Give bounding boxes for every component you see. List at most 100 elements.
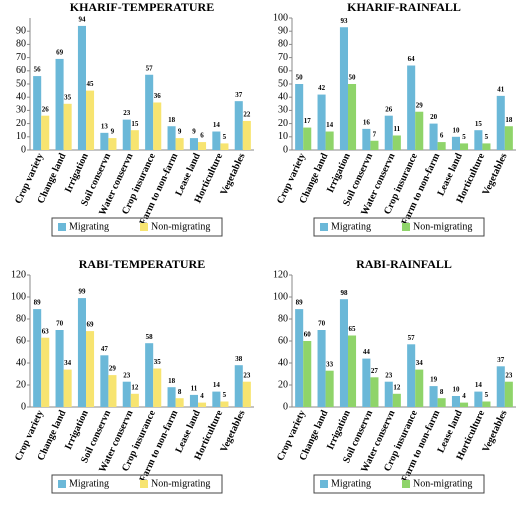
legend-label: Non-migrating [413, 478, 472, 489]
bar [153, 368, 162, 407]
value-label: 16 [363, 118, 371, 126]
bar [63, 369, 72, 407]
bar [496, 95, 505, 150]
value-label: 9 [111, 128, 115, 136]
bar [407, 344, 416, 407]
value-label: 57 [146, 64, 154, 72]
value-label: 29 [416, 101, 424, 109]
value-label: 35 [154, 358, 162, 366]
value-label: 64 [408, 55, 416, 63]
legend-swatch [58, 480, 66, 488]
legend-box [51, 217, 223, 237]
y-tick-label: 40 [16, 357, 26, 368]
value-label: 6 [440, 132, 444, 140]
y-tick-label: 70 [278, 52, 288, 63]
bar [145, 343, 154, 407]
bar [108, 375, 117, 407]
value-label: 35 [64, 93, 72, 101]
value-label: 38 [235, 355, 243, 363]
bar [295, 309, 304, 407]
value-label: 11 [191, 385, 198, 393]
value-label: 23 [243, 371, 251, 379]
bar [303, 341, 312, 407]
bar [474, 130, 483, 150]
legend-swatch [140, 223, 148, 231]
value-label: 14 [475, 381, 483, 389]
y-tick-label: 90 [16, 25, 26, 36]
bar [86, 90, 95, 150]
bar [325, 370, 334, 407]
chart: KHARIF-RAINFALL0102030405060708090100Cro… [273, 0, 516, 237]
y-tick-label: 120 [273, 269, 288, 280]
y-tick-label: 30 [278, 105, 288, 116]
legend-swatch [320, 223, 328, 231]
y-tick-label: 70 [16, 52, 26, 63]
bar [303, 127, 312, 150]
value-label: 60 [304, 331, 312, 339]
bar [33, 76, 42, 150]
bar [100, 355, 109, 407]
value-label: 5 [462, 133, 466, 141]
chart-title: KHARIF-TEMPERATURE [70, 0, 214, 14]
legend-box [313, 217, 485, 237]
value-label: 15 [475, 120, 483, 128]
legend-label: Non-migrating [413, 221, 472, 232]
legend-swatch [402, 480, 410, 488]
value-label: 94 [78, 16, 86, 24]
y-tick-label: 10 [278, 131, 288, 142]
y-tick-label: 0 [21, 144, 26, 155]
bar [339, 299, 348, 407]
y-tick-label: 20 [16, 379, 26, 390]
y-tick-label: 40 [16, 91, 26, 102]
value-label: 29 [109, 365, 117, 373]
value-label: 50 [296, 74, 304, 82]
legend-label: Migrating [69, 221, 109, 232]
value-label: 50 [349, 74, 357, 82]
value-label: 65 [349, 325, 357, 333]
value-label: 56 [34, 66, 42, 74]
bar [41, 115, 50, 150]
legend-label: Migrating [69, 478, 109, 489]
value-label: 33 [326, 360, 334, 368]
bar [348, 335, 357, 407]
bar [167, 126, 176, 150]
legend-swatch [320, 480, 328, 488]
y-tick-label: 50 [16, 78, 26, 89]
bar [482, 143, 491, 150]
chart-title: KHARIF-RAINFALL [347, 0, 461, 14]
bar [100, 132, 109, 150]
y-tick-label: 20 [278, 379, 288, 390]
chart-title: RABI-RAINFALL [356, 257, 452, 271]
value-label: 23 [123, 371, 131, 379]
bar [130, 393, 139, 407]
value-label: 42 [318, 84, 326, 92]
value-label: 89 [296, 299, 304, 307]
bar [122, 381, 131, 407]
value-label: 5 [485, 391, 489, 399]
value-label: 5 [223, 133, 227, 141]
bar [392, 135, 401, 150]
bar [77, 298, 86, 407]
value-label: 37 [497, 356, 505, 364]
value-label: 14 [326, 121, 334, 129]
bar [370, 377, 379, 407]
value-label: 5 [223, 391, 227, 399]
bar [212, 131, 221, 150]
y-tick-label: 60 [278, 65, 288, 76]
bar [384, 381, 393, 407]
value-label: 93 [340, 17, 348, 25]
value-label: 14 [213, 381, 221, 389]
y-tick-label: 0 [283, 401, 288, 412]
bar [122, 119, 131, 150]
value-label: 10 [452, 386, 460, 394]
value-label: 4 [200, 392, 204, 400]
y-tick-label: 0 [21, 401, 26, 412]
bar [384, 115, 393, 150]
value-label: 20 [430, 113, 438, 121]
value-label: 18 [168, 116, 176, 124]
value-label: 23 [505, 371, 513, 379]
bar [242, 120, 251, 150]
y-tick-label: 0 [283, 144, 288, 155]
value-label: 19 [430, 376, 438, 384]
bar [362, 128, 371, 150]
